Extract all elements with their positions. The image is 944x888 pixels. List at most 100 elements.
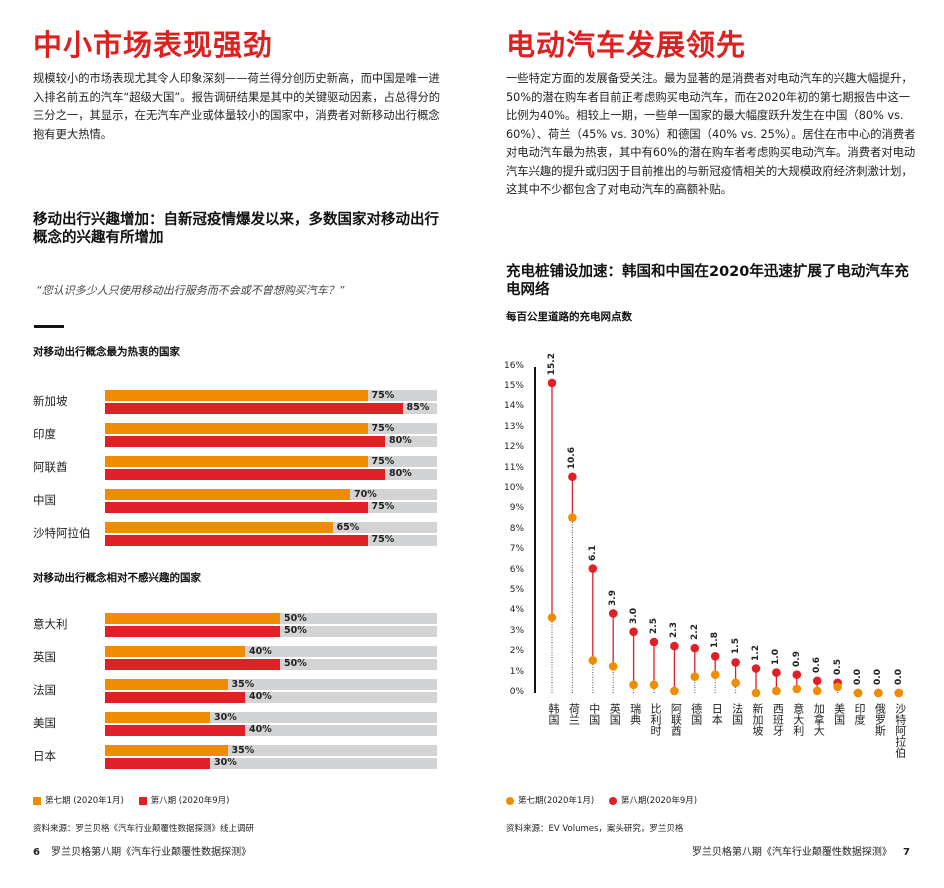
- category-label: 英国: [33, 650, 56, 664]
- right-footer-text: 罗兰贝格第八期《汽车行业颠覆性数据探测》: [691, 847, 892, 858]
- point-wave7: [874, 688, 883, 698]
- chart3-title: 每百公里道路的充电网点数: [506, 311, 632, 323]
- point-wave7: [792, 684, 802, 694]
- category-label: 印度: [33, 427, 56, 441]
- bar-wave8: [105, 625, 280, 637]
- data-label: 2.2: [689, 624, 700, 641]
- y-tick-label: 16%: [503, 360, 524, 371]
- bar-wave8: [105, 658, 280, 670]
- y-tick-label: 14%: [503, 401, 524, 412]
- point-wave8: [792, 670, 802, 679]
- point-wave7: [772, 686, 781, 696]
- category-label: 中国: [33, 493, 56, 507]
- point-wave7: [731, 678, 740, 688]
- category-label: 德国: [689, 703, 703, 725]
- bar-value-label: 75%: [371, 389, 395, 401]
- bar-value-label: 50%: [284, 612, 307, 624]
- bar-wave7: [105, 679, 228, 690]
- y-tick-label: 1%: [509, 666, 524, 677]
- bar-value-label: 35%: [231, 744, 255, 756]
- legend-label-wave8: 第八期 (2020年9月): [150, 796, 230, 806]
- data-label: 3.9: [608, 589, 619, 606]
- bar-wave8: [105, 402, 403, 414]
- bar-value-label: 50%: [284, 625, 307, 636]
- bar-wave7: [105, 390, 368, 401]
- point-wave8: [731, 658, 740, 667]
- category-label: 英国: [608, 703, 622, 725]
- y-tick-label: 6%: [509, 564, 524, 575]
- category-label: 法国: [730, 703, 744, 725]
- bar-wave7: [105, 613, 280, 624]
- bar-wave8: [105, 435, 385, 447]
- bar-value-label: 75%: [371, 534, 395, 545]
- bar-track: [105, 679, 437, 690]
- left-section-heading: 移动出行兴趣增加：自新冠疫情爆发以来，多数国家对移动出行概念的兴趣有所增加: [33, 212, 439, 246]
- bar-wave8: [105, 501, 368, 513]
- bar-value-label: 40%: [249, 645, 272, 657]
- bar-legend: 第七期 (2020年1月) 第八期 (2020年9月): [33, 794, 229, 806]
- right-source: 资料来源：EV Volumes，案头研究，罗兰贝格: [506, 824, 684, 834]
- data-label: 1.5: [730, 638, 741, 655]
- bar-value-label: 85%: [406, 402, 430, 413]
- bar-value-label: 75%: [371, 422, 395, 434]
- category-label: 阿联酋: [33, 460, 68, 474]
- bar-value-label: 75%: [371, 501, 395, 512]
- category-label: 中国: [587, 703, 601, 725]
- bar-wave7: [105, 456, 368, 467]
- point-wave7: [894, 688, 904, 698]
- point-wave7: [710, 670, 720, 679]
- point-wave7: [833, 682, 842, 692]
- data-label: 6.1: [587, 544, 598, 561]
- point-wave7: [629, 680, 638, 690]
- bar-value-label: 50%: [284, 658, 307, 669]
- left-paragraph: 规模较小的市场表现尤其令人印象深刻——荷兰得分创历史新高，而中国是唯一进入排名前…: [33, 72, 441, 141]
- right-footer: 罗兰贝格第八期《汽车行业颠覆性数据探测》 7: [692, 843, 910, 858]
- point-wave8: [588, 564, 598, 573]
- left-source: 资料来源：罗兰贝格《汽车行业颠覆性数据探测》线上调研: [33, 824, 255, 834]
- data-label: 1.2: [751, 644, 761, 661]
- point-wave8: [629, 627, 638, 637]
- bar-track: [105, 757, 437, 769]
- legend-dot-wave7: [506, 796, 514, 805]
- right-paragraph: 一些特定方面的发展备受关注。最为显著的是消费者对电动汽车的兴趣大幅提升，50%的…: [506, 72, 916, 196]
- data-label: 2.3: [669, 622, 680, 639]
- survey-question: “您认识多少人只使用移动出行服务而不会或不曾想购买汽车？”: [36, 284, 345, 297]
- category-label: 西班牙: [771, 703, 785, 736]
- bar-wave7: [105, 712, 210, 723]
- category-label: 印度: [853, 703, 866, 725]
- point-wave8: [710, 651, 720, 661]
- data-label: 0.5: [832, 658, 843, 675]
- bar-value-label: 35%: [231, 678, 255, 690]
- page-number-7: 7: [903, 847, 910, 858]
- data-label: 10.6: [567, 446, 578, 469]
- data-label: 0.0: [873, 669, 884, 685]
- data-label: 0.0: [893, 669, 904, 685]
- bar-wave8: [105, 468, 385, 480]
- point-wave8: [772, 668, 781, 677]
- data-label: 0.9: [791, 650, 802, 667]
- point-wave7: [568, 513, 577, 522]
- bar-track: [105, 691, 437, 703]
- bar-value-label: 65%: [336, 521, 360, 533]
- bar-track: [105, 745, 437, 756]
- left-footer: 6 罗兰贝格第八期《汽车行业颠覆性数据探测》: [33, 843, 251, 858]
- category-label: 瑞典: [628, 703, 642, 725]
- dot-legend: 第七期(2020年1月) 第八期(2020年9月): [506, 794, 697, 806]
- category-label: 日本: [33, 749, 56, 763]
- bar-value-label: 30%: [214, 711, 237, 723]
- category-label: 比利时: [649, 703, 662, 736]
- y-axis: [534, 366, 536, 693]
- point-wave7: [670, 686, 679, 696]
- y-tick-label: 0%: [509, 687, 524, 697]
- category-label: 意大利: [33, 617, 68, 631]
- category-label: 法国: [33, 683, 56, 697]
- bar-value-label: 80%: [389, 435, 412, 446]
- bar-value-label: 40%: [249, 691, 272, 702]
- right-page-title: 电动汽车发展领先: [506, 28, 747, 62]
- y-tick-label: 5%: [509, 585, 524, 595]
- legend-label-wave7: 第七期 (2020年1月): [45, 796, 124, 806]
- left-page-title: 中小市场表现强劲: [33, 28, 274, 62]
- y-tick-label: 4%: [509, 605, 524, 616]
- legend-swatch-wave7: [33, 796, 41, 805]
- point-wave7: [853, 688, 863, 698]
